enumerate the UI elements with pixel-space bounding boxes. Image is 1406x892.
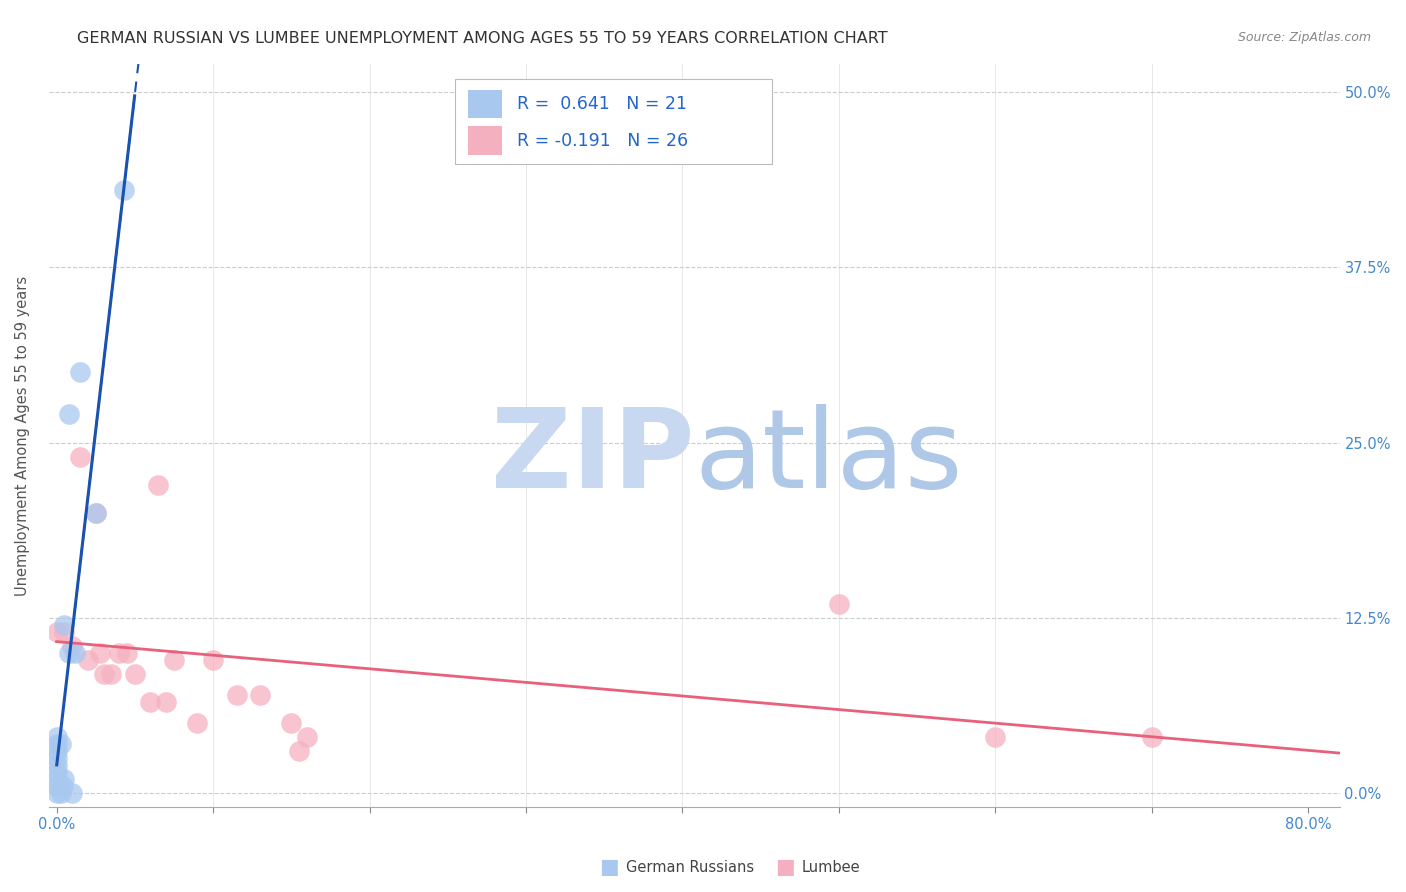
Point	[45, 744, 67, 758]
Point	[84, 506, 107, 520]
Point	[112, 183, 135, 197]
Point	[828, 597, 851, 611]
Text: R = -0.191   N = 26: R = -0.191 N = 26	[517, 132, 689, 150]
Point	[69, 366, 91, 380]
Point	[45, 751, 67, 765]
Point	[45, 624, 67, 639]
Point	[984, 730, 1007, 744]
Point	[108, 646, 131, 660]
Text: R =  0.641   N = 21: R = 0.641 N = 21	[517, 95, 688, 113]
Point	[89, 646, 111, 660]
Point	[58, 646, 80, 660]
Point	[76, 653, 98, 667]
Point	[280, 715, 302, 730]
Point	[51, 737, 73, 751]
Point	[45, 764, 67, 779]
Point	[84, 506, 107, 520]
Bar	[468, 127, 502, 154]
Point	[100, 666, 122, 681]
Text: German Russians: German Russians	[626, 860, 754, 874]
Point	[60, 639, 83, 653]
Point	[186, 715, 208, 730]
Point	[45, 730, 67, 744]
Point	[53, 772, 76, 786]
Point	[225, 688, 247, 702]
Point	[148, 477, 170, 491]
Point	[1140, 730, 1163, 744]
Text: GERMAN RUSSIAN VS LUMBEE UNEMPLOYMENT AMONG AGES 55 TO 59 YEARS CORRELATION CHAR: GERMAN RUSSIAN VS LUMBEE UNEMPLOYMENT AM…	[77, 31, 889, 46]
Text: Source: ZipAtlas.com: Source: ZipAtlas.com	[1237, 31, 1371, 45]
Point	[288, 744, 311, 758]
Text: ■: ■	[599, 857, 619, 877]
Point	[115, 646, 138, 660]
Point	[45, 758, 67, 772]
Point	[93, 666, 115, 681]
Point	[124, 666, 146, 681]
FancyBboxPatch shape	[456, 78, 772, 164]
Point	[202, 653, 225, 667]
Text: atlas: atlas	[695, 404, 963, 511]
Point	[51, 786, 73, 800]
Text: Lumbee: Lumbee	[801, 860, 860, 874]
Point	[45, 786, 67, 800]
Text: ■: ■	[775, 857, 794, 877]
Point	[249, 688, 271, 702]
Point	[163, 653, 186, 667]
Point	[295, 730, 318, 744]
Point	[45, 772, 67, 786]
Point	[65, 646, 87, 660]
Point	[52, 779, 75, 793]
Text: ZIP: ZIP	[491, 404, 695, 511]
Point	[58, 408, 80, 422]
Point	[69, 450, 91, 464]
Point	[155, 695, 177, 709]
Bar	[468, 90, 502, 119]
Y-axis label: Unemployment Among Ages 55 to 59 years: Unemployment Among Ages 55 to 59 years	[15, 276, 30, 596]
Point	[60, 786, 83, 800]
Point	[53, 624, 76, 639]
Point	[45, 737, 67, 751]
Point	[45, 779, 67, 793]
Point	[139, 695, 162, 709]
Point	[53, 617, 76, 632]
